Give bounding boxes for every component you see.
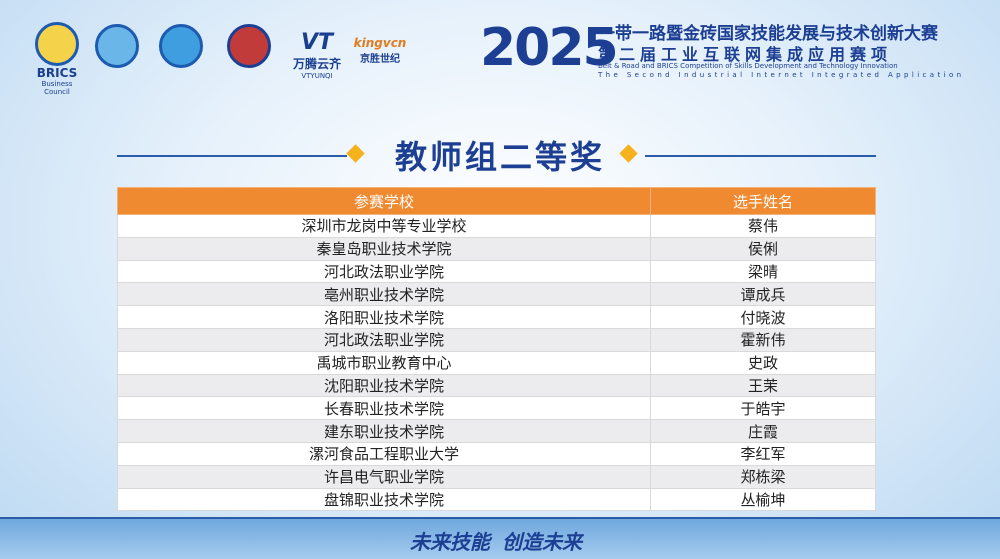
slogan: 未来技能 (410, 530, 490, 554)
name-cell: 谭成兵 (650, 282, 876, 307)
table-row: 禹城市职业教育中心 史政 (117, 350, 876, 375)
name-cell: 于皓宇 (650, 396, 876, 421)
logo (88, 24, 146, 68)
school-cell: 洛阳职业技术学院 (117, 305, 651, 329)
name-cell: 侯俐 (650, 236, 876, 261)
logo-icon (159, 24, 203, 68)
name-cell: 霍新伟 (650, 327, 876, 352)
divider (645, 155, 876, 157)
table-row: 漯河食品工程职业大学 李红军 (117, 441, 876, 466)
logo-icon (227, 24, 271, 68)
table-row: 建东职业技术学院 庄霞 (117, 419, 876, 443)
name-cell: 王茉 (650, 373, 876, 398)
title-en: Belt & Road and BRICS Competition of Ski… (598, 62, 898, 70)
name-cell: 丛榆坤 (650, 487, 876, 512)
school-cell: 深圳市龙岗中等专业学校 (117, 214, 651, 238)
table-row: 秦皇岛职业技术学院 侯俐 (117, 236, 876, 261)
logo-text: BRICS (36, 66, 78, 80)
table-row: 河北政法职业学院 梁晴 (117, 259, 876, 284)
table-row: 沈阳职业技术学院 王茉 (117, 373, 876, 398)
logo: kingvcn 京胜世纪 (350, 36, 410, 65)
subtitle-en: The Second Industrial Internet Integrate… (598, 71, 965, 79)
school-cell: 盘锦职业技术学院 (117, 487, 651, 512)
name-cell: 庄霞 (650, 419, 876, 443)
column-header: 选手姓名 (650, 187, 876, 215)
year: 2025 (480, 18, 619, 78)
table-row: 许昌电气职业学院 郑栋梁 (117, 464, 876, 489)
school-cell: 沈阳职业技术学院 (117, 373, 651, 398)
table-row: 洛阳职业技术学院 付晓波 (117, 305, 876, 329)
title-cn: 一带一路暨金砖国家技能发展与技术创新大赛 (598, 24, 938, 44)
school-cell: 漯河食品工程职业大学 (117, 441, 651, 466)
school-cell: 禹城市职业教育中心 (117, 350, 651, 375)
section-title: 教师组二等奖 (394, 138, 605, 176)
column-header: 参赛学校 (117, 187, 651, 215)
school-cell: 建东职业技术学院 (117, 419, 651, 443)
school-cell: 河北政法职业学院 (117, 259, 651, 284)
subtitle-cn: 第二届工业互联网集成应用赛项 (598, 45, 893, 64)
table-row: 长春职业技术学院 于皓宇 (117, 396, 876, 421)
school-cell: 长春职业技术学院 (117, 396, 651, 421)
name-cell: 史政 (650, 350, 876, 375)
table: 参赛学校 选手姓名 深圳市龙岗中等专业学校 蔡伟 秦皇岛职业技术学院 侯俐 河北政法职业… (117, 187, 876, 512)
school-cell: 秦皇岛职业技术学院 (117, 236, 651, 261)
school-cell: 亳州职业技术学院 (117, 282, 651, 307)
footer-band (0, 517, 1000, 559)
logo-subtext: VTYUNQI (301, 72, 333, 80)
name-cell: 李红军 (650, 441, 876, 466)
table-row: 河北政法职业学院 霍新伟 (117, 327, 876, 352)
logo (152, 24, 210, 68)
school-cell: 河北政法职业学院 (117, 327, 651, 352)
logo-text: 万腾云齐 (292, 57, 341, 71)
divider (117, 155, 347, 157)
school-cell: 许昌电气职业学院 (117, 464, 651, 489)
logo-subtext: Business Council (41, 80, 73, 96)
logo: VT 万腾云齐 VTYUNQI (285, 30, 349, 80)
name-cell: 蔡伟 (650, 214, 876, 238)
logo-text: kingvcn (353, 36, 407, 50)
slogan: 创造未来 (502, 530, 582, 554)
header-row: 参赛学校 选手姓名 (117, 187, 876, 215)
logo-icon (95, 24, 139, 68)
logo: BRICS Business Council (28, 22, 86, 96)
table-row: 深圳市龙岗中等专业学校 蔡伟 (117, 214, 876, 238)
logo (220, 24, 278, 68)
table-body: 深圳市龙岗中等专业学校 蔡伟 秦皇岛职业技术学院 侯俐 河北政法职业学院 梁晴 亳州职业技术… (117, 214, 876, 512)
logo-mark: VT (300, 30, 334, 55)
name-cell: 郑栋梁 (650, 464, 876, 489)
table-row: 盘锦职业技术学院 丛榆坤 (117, 487, 876, 512)
table-row: 亳州职业技术学院 谭成兵 (117, 282, 876, 307)
logo-icon (35, 22, 79, 66)
logo-subtext: 京胜世纪 (360, 54, 400, 65)
name-cell: 付晓波 (650, 305, 876, 329)
name-cell: 梁晴 (650, 259, 876, 284)
